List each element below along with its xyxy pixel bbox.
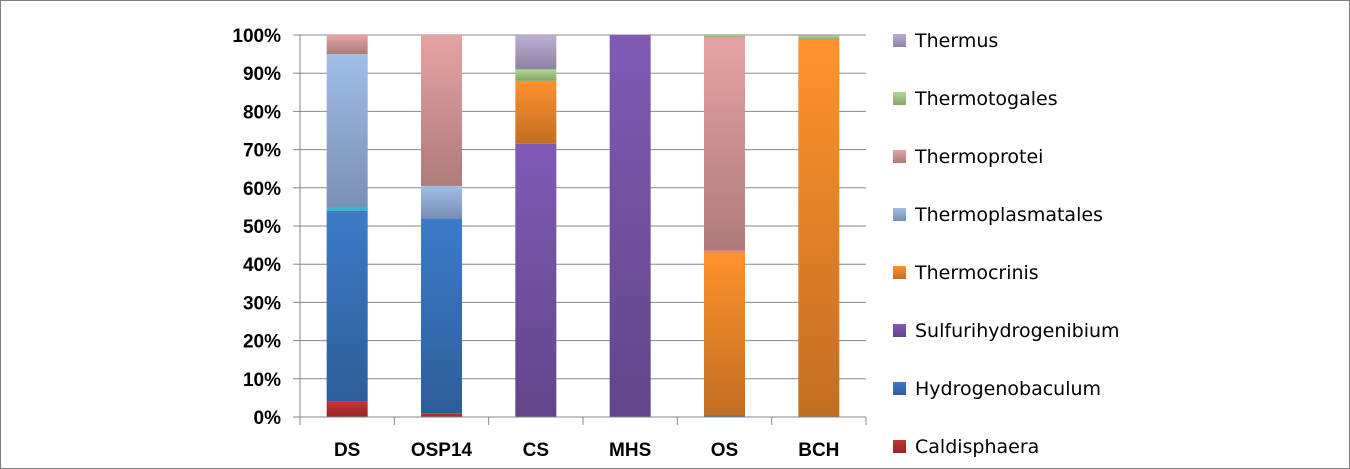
bar-segment [798,39,840,418]
legend-label: Thermoplasmatales [914,204,1103,226]
x-tick-label: DS [334,440,360,461]
y-tick-label: 70% [243,141,281,162]
legend-label: Thermotogales [914,88,1058,110]
y-tick-label: 50% [243,217,281,238]
x-tick-label: MHS [609,440,651,461]
x-tick-label: OS [711,440,738,461]
bar-segment [421,185,462,219]
legend-label: Thermocrinis [914,262,1039,284]
legend-swatch [893,150,906,163]
bars [326,35,840,418]
legend-label: Hydrogenobaculum [915,378,1101,400]
x-tick-label: CS [523,440,549,461]
y-tick-label: 10% [243,370,281,391]
legend-label: Thermus [914,30,998,52]
y-tick-label: 90% [243,64,281,85]
bar-segment [704,36,745,251]
bar-sliver [326,206,368,211]
legend-swatch [893,440,906,453]
bar-segment [515,69,557,81]
gridlines [293,34,866,418]
axes [299,35,867,425]
bar-segment [515,80,557,144]
bar-segment [515,35,557,70]
bar-segment [704,415,745,417]
bar-segment [704,250,745,416]
bar-segment [421,35,462,186]
bar-segment [326,401,368,417]
bar-segment [609,35,651,417]
bar-segment [326,210,368,402]
y-tick-label: 30% [243,293,281,314]
bar-segment [515,143,557,417]
legend-label: Caldisphaera [915,436,1039,458]
legend: Thermus Thermotogales Thermoprotei Thermopl… [893,30,1120,458]
legend-swatch [893,34,906,47]
y-tick-labels: 0% 10% 20% 30% 40% 50% 60% 70% 80% 90% 100% [232,26,281,429]
legend-swatch [893,382,906,395]
legend-swatch [893,208,906,221]
legend-label: Sulfurihydrogenibium [915,320,1120,342]
legend-swatch [893,324,906,337]
bar-segment [798,35,840,36]
y-tick-label: 40% [243,255,281,276]
legend-swatch [893,92,906,105]
legend-label: Thermoprotei [914,146,1043,168]
bar-segment [421,413,462,417]
y-tick-label: 0% [254,408,282,429]
x-tick-labels: DS OSP14 CS MHS OS BCH [334,440,839,461]
x-tick-label: BCH [798,440,839,461]
y-tick-label: 80% [243,102,281,123]
y-tick-label: 100% [232,26,281,47]
bar-segment [798,35,840,40]
bar-segment [704,35,745,37]
bar-segment [421,218,462,414]
bar-segment [326,54,368,211]
x-tick-label: OSP14 [411,440,473,461]
legend-swatch [893,266,906,279]
y-tick-label: 20% [243,332,281,353]
bar-segment [326,35,368,55]
y-tick-label: 60% [243,179,281,200]
